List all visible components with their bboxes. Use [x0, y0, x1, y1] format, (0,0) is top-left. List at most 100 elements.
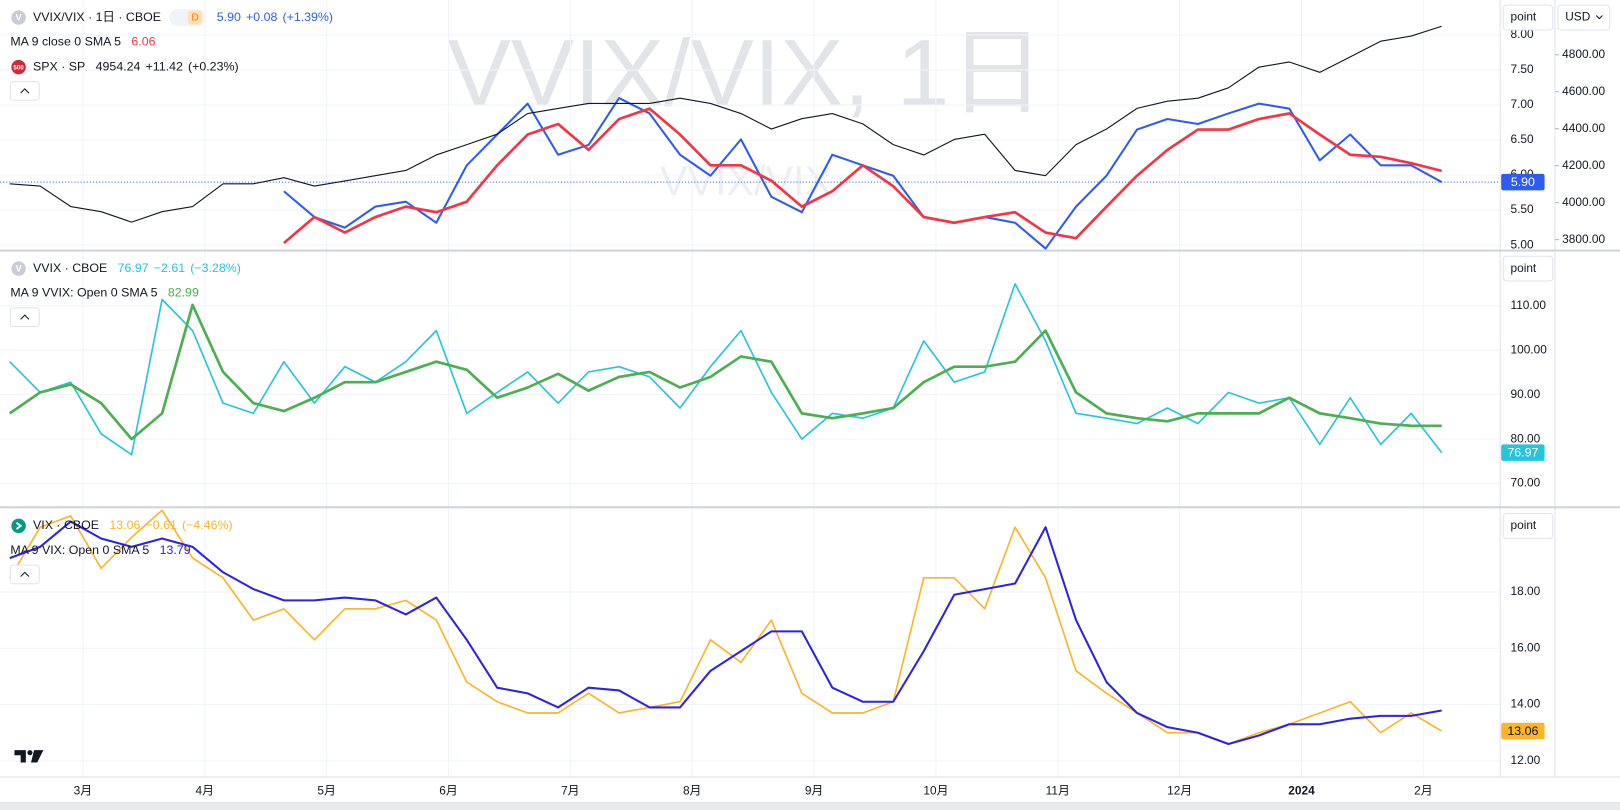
y-tick-label: 100.00	[1510, 342, 1547, 356]
scale-button[interactable]	[1502, 4, 1554, 31]
plots	[0, 25, 1501, 746]
series-line	[9, 25, 1442, 223]
y-tick-label: 70.00	[1510, 476, 1540, 490]
series-line	[8, 303, 1442, 441]
legend-name: MA 9 VVIX: Open 0 SMA 5	[10, 286, 157, 300]
y-tick-label: 5.00	[1510, 237, 1534, 251]
collapse-chevron	[20, 88, 30, 94]
y-tick-label: 12.00	[1510, 753, 1540, 767]
legend-value: 6.06	[131, 35, 155, 49]
scale-button-label: point	[1510, 518, 1536, 532]
legend-name: VVIX/VIX · 1日 · CBOE	[33, 10, 161, 24]
scale-button[interactable]	[1502, 255, 1554, 282]
x-tick-label: 12月	[1167, 784, 1192, 798]
legend-name: MA 9 VIX: Open 0 SMA 5	[10, 543, 149, 557]
price-label-bg	[1501, 722, 1545, 740]
legend-value: (+0.23%)	[188, 59, 239, 73]
interval-badge-d	[187, 10, 203, 25]
watermark: VVIX/VIX, 1日	[447, 21, 1044, 127]
legend-value: −0.61	[146, 518, 177, 532]
x-tick-label: 6月	[439, 784, 457, 798]
y-tick-label: 6.50	[1510, 132, 1534, 146]
price-label-bg	[1501, 444, 1545, 461]
collapse-button[interactable]	[9, 81, 40, 101]
bottom-bar	[0, 801, 1620, 810]
legend-value: 5.90	[217, 10, 241, 24]
collapse-chevron	[20, 571, 30, 577]
x-tick-label: 2月	[1414, 784, 1432, 798]
scale-button-label: point	[1510, 261, 1536, 275]
y-tick-label: 16.00	[1510, 640, 1540, 654]
scale-button[interactable]	[1502, 512, 1554, 539]
y-tick-label: 7.50	[1510, 62, 1534, 76]
legend-name: VIX · CBOE	[33, 518, 99, 532]
x-tick-label: 3月	[74, 784, 92, 798]
y2-tick-label: 4200.00	[1562, 158, 1605, 172]
legend-icon	[11, 518, 26, 534]
interval-badge-text: D	[191, 12, 198, 23]
price-label: 13.06	[1507, 724, 1538, 738]
x-tick-label: 8月	[683, 784, 701, 798]
currency-button-label: USD	[1565, 10, 1590, 24]
y2-tick-label: 4800.00	[1562, 47, 1605, 61]
tv-logo	[14, 750, 44, 763]
legend-value: +11.42	[146, 59, 183, 73]
series-line	[9, 283, 1443, 456]
legend-name: VVIX · CBOE	[33, 261, 107, 275]
y-tick-label: 110.00	[1510, 298, 1546, 312]
y2-tick-label: 4600.00	[1562, 84, 1605, 98]
watermark-sub: VVIX/VIX	[660, 158, 832, 204]
x-tick-label: 9月	[805, 784, 823, 798]
series-line	[9, 520, 1442, 746]
legend-value: 82.99	[168, 286, 199, 300]
x-tick-label: 4月	[195, 784, 213, 798]
price-label-bg	[1501, 173, 1545, 191]
y-tick-label: 80.00	[1510, 431, 1540, 445]
x-tick-label: 11月	[1046, 784, 1070, 798]
y-tick-label: 18.00	[1510, 584, 1540, 598]
legend-value: 13.06	[109, 518, 140, 532]
collapse-button[interactable]	[9, 307, 40, 327]
x-tick-label: 5月	[317, 784, 335, 798]
grid	[0, 0, 1501, 777]
y-tick-label: 8.00	[1510, 27, 1534, 41]
legend-icon	[11, 261, 26, 276]
y2-tick-label: 3800.00	[1562, 232, 1605, 246]
legend-value: 4954.24	[96, 59, 141, 73]
legend-icon-arrow	[15, 522, 23, 530]
price-label: 5.90	[1511, 175, 1535, 189]
y-tick-label: 7.00	[1510, 97, 1534, 111]
chevron	[1595, 15, 1603, 20]
legend-icon	[11, 59, 26, 75]
series-line	[283, 107, 1443, 245]
legend-value: +0.08	[246, 10, 277, 24]
legend-value: (−3.28%)	[190, 261, 241, 275]
y2-tick-label: 4000.00	[1562, 195, 1605, 209]
legend-icon-text: V	[15, 13, 22, 23]
y-tick-label: 14.00	[1510, 697, 1540, 711]
collapse-chevron	[20, 314, 30, 320]
scale-button-label: point	[1510, 10, 1536, 24]
x-tick-label: 10月	[923, 784, 948, 798]
currency-button[interactable]	[1557, 4, 1611, 31]
legend-name: SPX · SP	[33, 59, 85, 73]
legend-icon-text: 500	[13, 64, 24, 71]
legend-value: (−4.46%)	[182, 518, 233, 532]
legend-icon-text: V	[15, 264, 22, 274]
legend-value: 76.97	[118, 261, 149, 275]
legend-icon	[11, 10, 26, 25]
y-tick-label: 90.00	[1510, 387, 1540, 401]
legend-name: MA 9 close 0 SMA 5	[10, 35, 121, 49]
x-tick-label: 7月	[561, 784, 579, 798]
collapse-button[interactable]	[9, 564, 40, 585]
y2-tick-label: 4400.00	[1562, 121, 1605, 135]
legend-value: −2.61	[154, 261, 185, 275]
price-label: 76.97	[1507, 445, 1538, 459]
legend-value: (+1.39%)	[283, 10, 334, 24]
y-tick-label: 5.50	[1510, 202, 1534, 216]
legend-value: 13.79	[160, 543, 191, 557]
x-tick-label: 2024	[1288, 784, 1315, 798]
